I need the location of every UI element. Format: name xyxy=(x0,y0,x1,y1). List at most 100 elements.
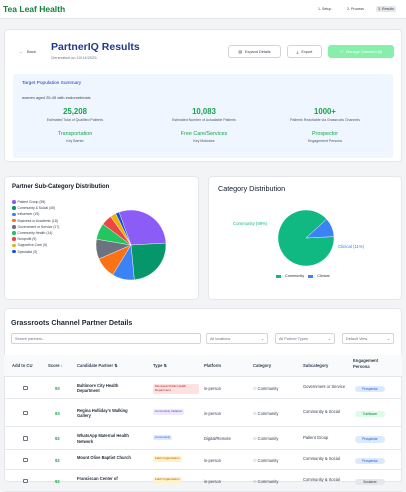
legend-label: Influencer (19) xyxy=(17,212,40,217)
search-placeholder: Search partners... xyxy=(15,336,46,341)
arrow-left-icon: ← xyxy=(19,49,23,54)
pie-slice[interactable] xyxy=(278,210,334,266)
view-select[interactable]: Default View ⌄ xyxy=(342,333,394,344)
manage-outreach-label: Manage Outreach (0) xyxy=(346,49,383,54)
add-to-cu-checkbox[interactable] xyxy=(23,410,28,415)
legend-label: Community & Social (45) xyxy=(17,206,56,211)
add-to-cu-checkbox[interactable] xyxy=(23,478,28,483)
back-button[interactable]: ← Back xyxy=(19,49,36,54)
step-results[interactable]: 3. Results xyxy=(376,6,396,12)
legend-item: Nonprofit (9) xyxy=(12,237,70,241)
summary-population: women aged 25-45 with endometriosis xyxy=(22,95,91,100)
metric-value: 1000+ xyxy=(314,107,336,116)
legend-clinical: Clinical xyxy=(317,274,330,278)
factor-persona: Prospector Engagement Persona xyxy=(260,131,390,143)
legend-dot xyxy=(12,200,16,204)
legend-dot xyxy=(12,237,16,241)
metric-qualified: 25,208 Estimated Total of Qualified Pati… xyxy=(10,107,140,122)
metric-reachable: 1000+ Patients Reachable via Grassroots … xyxy=(260,107,390,122)
row-category: ⚇Community xyxy=(253,436,278,441)
row-score: 92 xyxy=(55,436,60,441)
row-category-label: Community xyxy=(257,436,279,441)
add-to-cu-checkbox[interactable] xyxy=(23,457,28,462)
row-category-label: Community xyxy=(257,410,279,416)
metric-value: 10,083 xyxy=(192,107,216,116)
metric-label: Estimated Total of Qualified Patients xyxy=(46,118,104,122)
metric-label: Estimated Number of Actuatable Patients xyxy=(172,118,236,122)
label-community: Community (89%) xyxy=(233,221,268,226)
row-partner-name[interactable]: Regina Holliday's Walking Gallery xyxy=(77,407,128,419)
table-row[interactable] xyxy=(4,399,402,427)
location-select-value: All locations xyxy=(210,336,231,341)
col-score[interactable]: Score ↓ xyxy=(48,363,63,368)
row-type-badge: Faith Organization xyxy=(153,477,182,483)
view-select-value: Default View xyxy=(346,336,368,341)
legend-dot xyxy=(12,206,16,210)
row-platform: Digital/Remote xyxy=(204,436,231,441)
col-type[interactable]: Type ⇅ xyxy=(153,363,168,368)
page-title: PartnerIQ Results xyxy=(51,41,140,53)
factor-label: Key Barrier xyxy=(66,139,84,143)
step-process[interactable]: 2. Process xyxy=(347,7,364,11)
metric-value: 25,208 xyxy=(63,107,87,116)
legend-dot xyxy=(12,212,16,217)
add-to-cu-checkbox[interactable] xyxy=(23,436,28,441)
location-select[interactable]: All locations ⌄ xyxy=(206,333,268,344)
legend-item: Supportive Care (5) xyxy=(12,243,70,247)
legend-label: Community Health (14) xyxy=(17,230,53,235)
row-persona-badge: Prospector xyxy=(355,385,385,393)
row-subcategory: Community & Social xyxy=(303,477,340,482)
expand-details-button[interactable]: ▤ Expand Details xyxy=(228,45,281,58)
row-platform: in-person xyxy=(204,457,222,463)
legend-item: Specialist (3) xyxy=(12,250,70,254)
legend-label: Government or Service (17) xyxy=(17,224,60,229)
search-input[interactable]: Search partners... xyxy=(11,333,201,344)
legend-label: Patient Group (55) xyxy=(17,200,46,204)
pie-slice[interactable] xyxy=(118,210,166,246)
export-button[interactable]: ⤓ Export xyxy=(287,45,322,58)
row-subcategory: Community & Social xyxy=(303,456,340,461)
subcategory-chart-title: Partner Sub-Category Distribution xyxy=(12,184,110,190)
partner-type-select[interactable]: All Partner Types ⌄ xyxy=(275,333,335,344)
users-icon: ⚇ xyxy=(253,410,257,416)
row-subcategory: Patient Group xyxy=(303,434,329,440)
document-icon: ▤ xyxy=(238,50,243,54)
add-to-cu-checkbox[interactable] xyxy=(23,385,28,390)
table-row[interactable] xyxy=(4,427,402,450)
step-setup[interactable]: 1. Setup xyxy=(318,7,332,11)
pie-slice[interactable] xyxy=(115,211,132,246)
factor-value: Transportation xyxy=(57,131,93,137)
pie-slice[interactable] xyxy=(305,218,334,239)
manage-outreach-button[interactable]: ⚇ Manage Outreach (0) xyxy=(328,45,394,58)
factor-barrier: Transportation Key Barrier xyxy=(10,131,140,143)
legend-dot xyxy=(12,225,16,229)
row-type-badge: Faith Organization xyxy=(153,456,182,462)
legend-item: Business or Academic (18) xyxy=(12,219,70,223)
legend-swatch-community xyxy=(276,274,281,278)
brand-logo: Tea Leaf Health xyxy=(3,4,66,14)
col-add: Add to CU xyxy=(12,363,33,368)
row-partner-name[interactable]: Franciscan Center of xyxy=(77,475,118,481)
factor-value: Free Care/Services xyxy=(180,131,228,137)
row-subcategory: Government or Service xyxy=(303,384,346,389)
category-chart-title: Category Distribution xyxy=(218,184,286,193)
table-row[interactable] xyxy=(4,450,402,470)
row-category: ⚇Community xyxy=(253,479,278,484)
legend-dot xyxy=(12,249,16,254)
row-partner-name[interactable]: WhatsApp Maternal Health Network xyxy=(77,433,129,444)
legend-item: Influencer (19) xyxy=(12,212,70,216)
row-partner-name[interactable]: Baltimore City Health Department xyxy=(77,382,119,394)
chevron-down-icon: ⌄ xyxy=(386,337,390,341)
users-icon: ⚇ xyxy=(253,457,257,463)
factor-value: Prospector xyxy=(311,131,339,137)
row-partner-name[interactable]: Mount Olive Baptist Church xyxy=(77,454,131,460)
col-partner[interactable]: Candidate Partner ⇅ xyxy=(77,363,118,368)
table-row[interactable] xyxy=(4,377,402,399)
summary-title: Target Population Summary xyxy=(22,81,82,86)
legend-label: Specialist (3) xyxy=(17,249,38,254)
export-label: Export xyxy=(301,49,313,54)
row-category-label: Community xyxy=(257,457,279,463)
legend-item: Community Health (14) xyxy=(12,231,70,235)
pie-slice[interactable] xyxy=(130,242,166,280)
row-platform: in-person xyxy=(204,478,222,484)
